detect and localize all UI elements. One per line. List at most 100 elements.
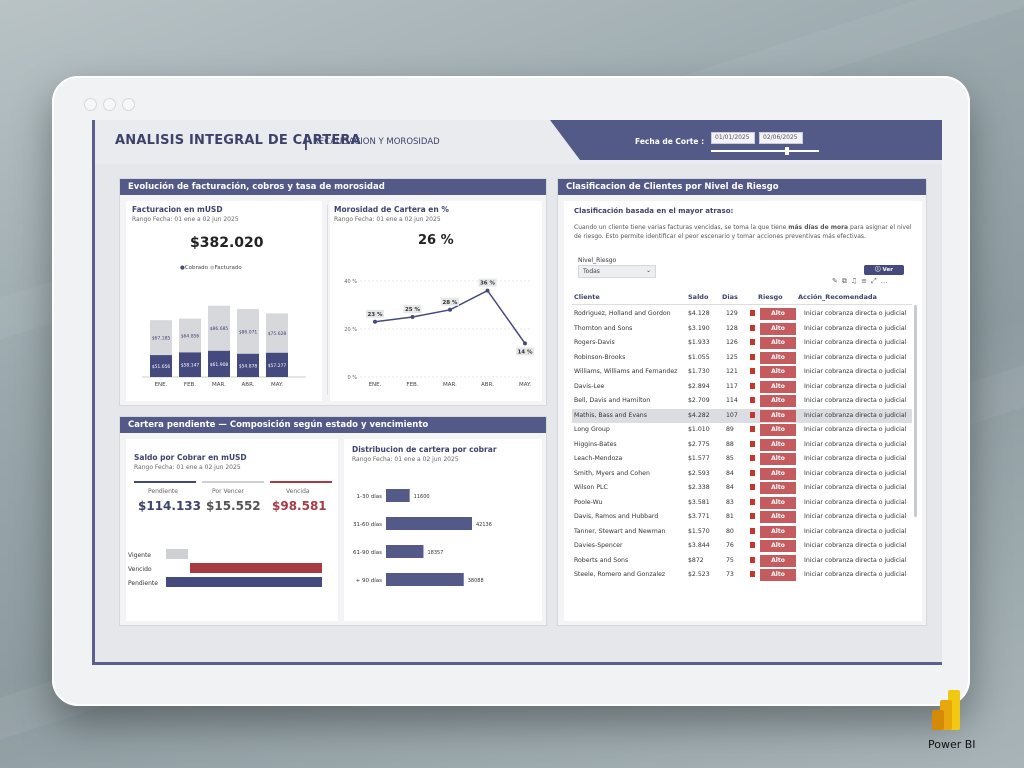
cell-riesgo: Alto [760, 337, 796, 349]
cell-saldo: $2.894 [688, 382, 710, 390]
data-label: 14 % [517, 349, 533, 355]
flag-icon [750, 556, 755, 563]
estado-bar [190, 563, 322, 573]
cell-saldo: $2.709 [688, 397, 710, 404]
page-subtitle: RECAUDACION Y MOROSIDAD [313, 137, 440, 147]
divider [327, 205, 328, 395]
table-row[interactable]: Davis-Lee $2.894 117 Iniciar cobranza direc… [572, 380, 912, 394]
col-saldo[interactable]: Saldo [688, 293, 709, 301]
y-tick-label: 0 % [347, 375, 357, 381]
cell-accion: Iniciar cobranza directa o judicial [804, 556, 907, 564]
cell-dias: 73 [726, 571, 734, 578]
tick-label: FEB. [406, 382, 418, 388]
filter-icon[interactable]: ≡ [861, 277, 872, 285]
visual-toolbar: ✎⧉♫≡⤢… [832, 277, 892, 286]
cell-cliente: Thornton and Sons [574, 324, 633, 332]
col-accion[interactable]: Acción_Recomendada [798, 293, 877, 301]
page-title: ANALISIS INTEGRAL DE CARTERA [115, 133, 361, 148]
desc-text: para asignar el nivel [848, 224, 912, 231]
estado-bar [166, 549, 188, 559]
clasificacion-panel-title: Clasificacion de Clientes por Nivel de R… [558, 179, 926, 195]
table-scrollbar[interactable] [914, 305, 917, 517]
tick-label: ENE. [155, 382, 168, 388]
cell-cliente: Wilson PLC [574, 484, 608, 491]
facturacion-title: Facturacion en mUSD [132, 205, 223, 214]
table-row[interactable]: Higgins-Bates $2.775 88 Iniciar cobranza di… [572, 438, 912, 452]
table-row[interactable]: Robinson-Brooks $1.055 125 Iniciar cobranza… [572, 351, 912, 365]
cell-saldo: $2.775 [688, 440, 710, 448]
pendiente-label: Pendiente [148, 488, 178, 495]
table-row[interactable]: Rogers-Davis $1.933 126 Iniciar cobranza di… [572, 336, 912, 350]
vencida-underline [270, 481, 332, 483]
bar-facturado [179, 318, 201, 353]
ver-detalle-button[interactable]: ⓘ Ver Detalle [864, 265, 904, 283]
tick-label: FEB. [184, 382, 196, 388]
cell-accion: Iniciar cobranza directa o judicial [804, 397, 907, 404]
cell-dias: 84 [726, 469, 734, 477]
vencida-label: Vencida [286, 488, 310, 495]
copy-icon[interactable]: ⧉ [841, 277, 851, 285]
expand-icon[interactable]: ⤢ [871, 277, 881, 285]
cell-riesgo: Alto [760, 554, 796, 567]
cartera-panel-title: Cartera pendiente — Composición según es… [120, 417, 546, 433]
cartera-pendiente-panel: Cartera pendiente — Composición según es… [119, 416, 547, 626]
clasificacion-card: Clasificación basada en el mayor atraso:… [564, 201, 922, 621]
table-row[interactable]: Roberts and Sons $872 75 Iniciar cobranza d… [572, 554, 912, 568]
table-row[interactable]: Thornton and Sons $3.190 128 Iniciar cobran… [572, 322, 912, 336]
table-row[interactable]: Steele, Romero and Gonzalez $2.523 73 Inici… [572, 568, 912, 582]
cell-saldo: $1.933 [688, 339, 710, 346]
table-row[interactable]: Rodriguez, Holland and Gordon $4.128 129 In… [572, 307, 912, 321]
table-row[interactable]: Davies-Spencer $3.844 76 Iniciar cobranza d… [572, 539, 912, 553]
cell-accion: Iniciar cobranza directa o judicial [804, 324, 907, 332]
table-row[interactable]: Bell, Davis and Hamilton $2.709 114 Iniciar… [572, 394, 912, 408]
flag-icon [750, 484, 755, 490]
cell-cliente: Long Group [574, 426, 610, 433]
bar-cobrado [266, 352, 288, 377]
col-cliente[interactable]: Cliente [574, 293, 600, 301]
cell-dias: 80 [726, 527, 734, 535]
cell-saldo: $3.190 [688, 324, 710, 332]
data-label-bg [478, 278, 497, 287]
cell-dias: 85 [726, 455, 734, 462]
cell-dias: 81 [726, 513, 734, 520]
flag-icon [750, 411, 755, 418]
date-from-input[interactable]: 01/01/2025 [711, 132, 755, 144]
bar-cobrado [237, 353, 259, 377]
table-row[interactable]: Tanner, Stewart and Newman $1.570 80 Inicia… [572, 525, 912, 539]
col-riesgo[interactable]: Riesgo [758, 293, 783, 301]
nivel-riesgo-dropdown[interactable]: Todas ⌄ [578, 265, 656, 278]
table-row[interactable]: Smith, Myers and Cohen $2.593 84 Iniciar co… [572, 467, 912, 481]
more-icon[interactable]: … [880, 277, 892, 285]
clasificacion-panel: Clasificacion de Clientes por Nivel de R… [557, 178, 927, 626]
cell-riesgo: Alto [760, 496, 796, 509]
date-slider-handle[interactable] [785, 147, 789, 155]
flag-icon [750, 571, 755, 577]
window-dots [84, 98, 135, 111]
dist-bar [386, 517, 472, 530]
cell-cliente: Roberts and Sons [574, 556, 629, 564]
col-dias[interactable]: Dias [722, 293, 738, 301]
tick-label: ABR. [481, 382, 494, 388]
dist-category-label: 31-60 días [353, 521, 382, 528]
table-row[interactable]: Mathis, Bass and Evans $4.282 107 Iniciar c… [572, 408, 912, 423]
table-row[interactable]: Leach-Mendoza $1.577 85 Iniciar cobranza di… [572, 452, 912, 466]
cell-accion: Iniciar cobranza directa o judicial [804, 484, 907, 491]
table-row[interactable]: Davis, Ramos and Hubbard $3.771 81 Iniciar … [572, 510, 912, 524]
cell-accion: Iniciar cobranza directa o judicial [804, 353, 907, 361]
flag-icon [750, 440, 755, 447]
date-to-input[interactable]: 02/06/2025 [759, 132, 803, 144]
porvencer-value: $15.552 [206, 499, 261, 513]
table-row[interactable]: Poole-Wu $3.581 83 Iniciar cobranza directa… [572, 496, 912, 510]
pin-icon[interactable]: ✎ [832, 277, 842, 285]
flag-icon [750, 353, 755, 360]
date-slider[interactable] [711, 150, 819, 152]
bell-icon[interactable]: ♫ [850, 277, 862, 285]
table-row[interactable]: Williams, Williams and Fernandez $1.730 12… [572, 365, 912, 379]
table-row[interactable]: Wilson PLC $2.338 84 Iniciar cobranza direc… [572, 481, 912, 495]
cell-saldo: $1.570 [688, 527, 710, 535]
table-row[interactable]: Long Group $1.010 89 Iniciar cobranza direc… [572, 423, 912, 437]
y-tick-label: 40 % [344, 279, 357, 285]
dist-value-label: 11600 [414, 494, 430, 500]
cell-saldo: $3.581 [688, 498, 710, 506]
cell-dias: 129 [726, 310, 738, 317]
